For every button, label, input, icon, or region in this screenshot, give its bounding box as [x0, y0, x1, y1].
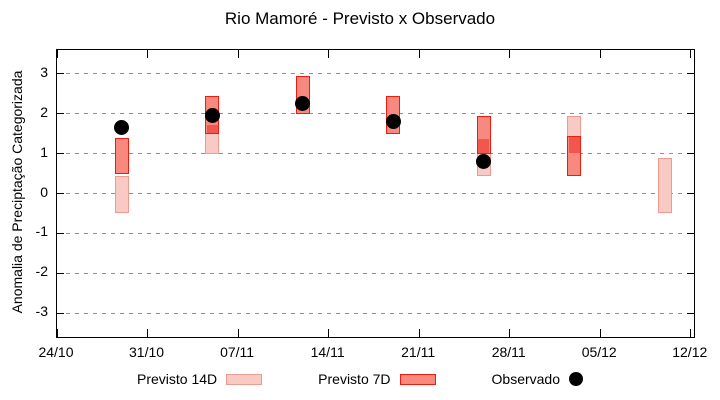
observed-dot	[204, 108, 220, 124]
grid-line	[57, 312, 694, 314]
grid-line	[57, 193, 694, 194]
previsto-7d-box	[114, 137, 129, 174]
plot-area	[56, 49, 695, 338]
y-tick-label: -1	[35, 223, 48, 240]
y-tick	[687, 193, 694, 194]
grid-line	[57, 73, 694, 75]
grid-line	[57, 232, 694, 234]
chart-title: Rio Mamoré - Previsto x Observado	[224, 9, 496, 28]
grid-line	[57, 113, 694, 115]
legend-label: Observado	[491, 371, 560, 387]
legend-dot-swatch	[569, 372, 583, 386]
x-tick-label: 14/11	[310, 344, 345, 360]
y-tick	[687, 113, 694, 115]
x-tick	[509, 329, 511, 337]
legend-item-previsto-7d: Previsto 7D	[318, 371, 436, 387]
x-tick-label: 24/10	[38, 344, 74, 360]
y-tick	[687, 312, 694, 314]
x-tick-label: 07/11	[220, 344, 255, 360]
x-tick	[599, 329, 601, 337]
previsto-14d-box	[114, 175, 129, 214]
x-tick	[690, 50, 692, 58]
forecast-overlap-box	[478, 138, 490, 153]
x-tick	[147, 50, 149, 58]
y-tick	[687, 272, 694, 274]
x-tick-label: 12/12	[672, 344, 708, 360]
legend-label: Previsto 14D	[137, 371, 218, 387]
y-tick-label: 3	[40, 63, 48, 80]
previsto-14d-box	[657, 157, 672, 214]
legend-item-observado: Observado	[492, 371, 583, 387]
y-tick	[57, 312, 64, 314]
y-tick	[57, 113, 64, 115]
y-tick	[57, 232, 64, 234]
observed-dot	[114, 120, 130, 136]
forecast-overlap-box	[206, 124, 218, 133]
legend-label: Previsto 7D	[318, 371, 391, 387]
x-tick	[328, 50, 330, 58]
y-tick	[687, 73, 694, 75]
y-tick	[57, 193, 64, 194]
y-tick-label: 0	[40, 183, 48, 200]
x-tick	[690, 329, 692, 337]
forecast-overlap-box	[568, 136, 580, 153]
x-tick	[418, 329, 420, 337]
legend: Previsto 14D Previsto 7D Observado	[0, 371, 720, 387]
x-tick	[509, 50, 511, 58]
x-tick	[56, 50, 58, 58]
observed-dot	[295, 96, 311, 112]
legend-box-swatch	[399, 373, 436, 385]
y-tick	[57, 153, 64, 155]
y-tick	[57, 272, 64, 274]
legend-item-previsto-14d: Previsto 14D	[137, 371, 263, 387]
observed-dot	[385, 114, 401, 130]
x-tick	[237, 50, 239, 58]
y-tick-label: 2	[40, 103, 48, 120]
y-tick	[687, 232, 694, 234]
x-tick-label: 05/12	[581, 344, 617, 360]
grid-line	[57, 153, 694, 155]
y-tick-label: 1	[40, 143, 48, 160]
legend-box-swatch	[226, 373, 263, 385]
y-tick	[687, 153, 694, 155]
x-tick-label: 28/11	[491, 344, 526, 360]
y-tick-label: -2	[35, 263, 48, 280]
x-tick-label: 21/11	[401, 344, 436, 360]
x-tick	[237, 329, 239, 337]
x-tick-label: 31/10	[129, 344, 165, 360]
x-tick	[328, 329, 330, 337]
x-tick	[56, 329, 58, 337]
x-tick	[418, 50, 420, 58]
y-tick-label: -3	[35, 303, 48, 320]
observed-dot	[476, 154, 492, 170]
x-tick	[147, 329, 149, 337]
y-tick	[57, 73, 64, 75]
x-tick	[599, 50, 601, 58]
grid-line	[57, 272, 694, 274]
